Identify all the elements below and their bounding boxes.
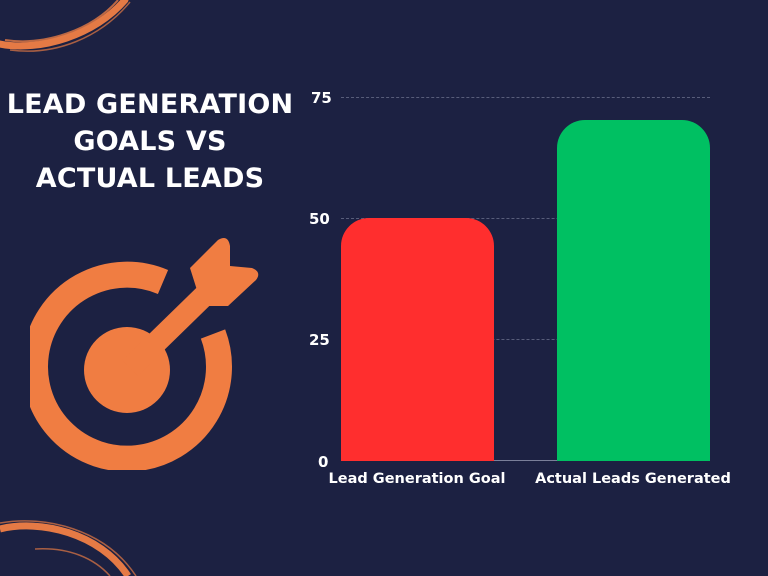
title-line-1: LEAD GENERATION [6,89,294,120]
y-tick-50: 50 [309,210,330,228]
title-line-3: ACTUAL LEADS [35,163,265,194]
x-label-lead-generation-goal: Lead Generation Goal [328,471,506,487]
bar-actual-leads-generated [557,120,710,461]
title-line-2: GOALS VS [73,126,227,157]
target-arrow-icon [30,238,259,470]
y-tick-75: 75 [311,89,332,107]
y-tick-0: 0 [318,453,329,471]
gridline-50 [341,218,710,219]
decorative-swoosh-bottom [0,520,137,576]
x-label-actual-leads-generated: Actual Leads Generated [535,471,731,487]
bar-lead-generation-goal [341,218,494,461]
y-tick-25: 25 [309,331,330,349]
x-axis-baseline [341,460,710,461]
decorative-swoosh-top [0,0,131,52]
gridline-75 [341,97,710,98]
page-title: LEAD GENERATION GOALS VS ACTUAL LEADS [0,86,300,197]
gridline-25 [341,339,710,340]
